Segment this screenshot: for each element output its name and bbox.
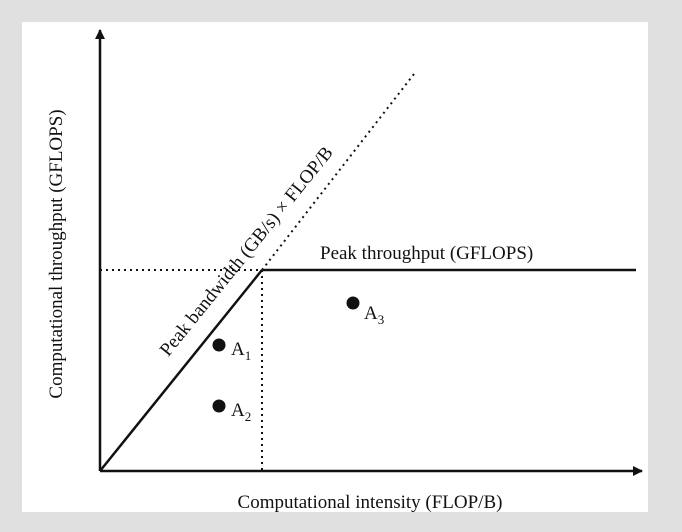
- point-a3-label: A3: [364, 303, 384, 327]
- roofline-figure: Computational throughput (GFLOPS) Comput…: [22, 22, 648, 512]
- point-a2-label: A2: [231, 400, 251, 424]
- point-a1-marker: [212, 338, 226, 352]
- bandwidth-slope-extension: [261, 73, 415, 271]
- peak-bandwidth-label: Peak bandwidth (GB/s) × FLOP/B: [156, 143, 338, 361]
- point-a1-label: A1: [231, 339, 251, 363]
- point-a3: A3: [346, 296, 384, 327]
- point-a2-marker: [212, 399, 226, 413]
- roofline-diagram: Computational throughput (GFLOPS) Comput…: [46, 29, 643, 512]
- peak-throughput-label: Peak throughput (GFLOPS): [320, 243, 533, 264]
- point-a3-marker: [346, 296, 360, 310]
- point-a2: A2: [212, 399, 251, 424]
- bandwidth-slope-line: [99, 269, 263, 472]
- point-a1: A1: [212, 338, 251, 363]
- y-axis-label: Computational throughput (GFLOPS): [46, 109, 67, 398]
- x-axis-label: Computational intensity (FLOP/B): [238, 492, 503, 512]
